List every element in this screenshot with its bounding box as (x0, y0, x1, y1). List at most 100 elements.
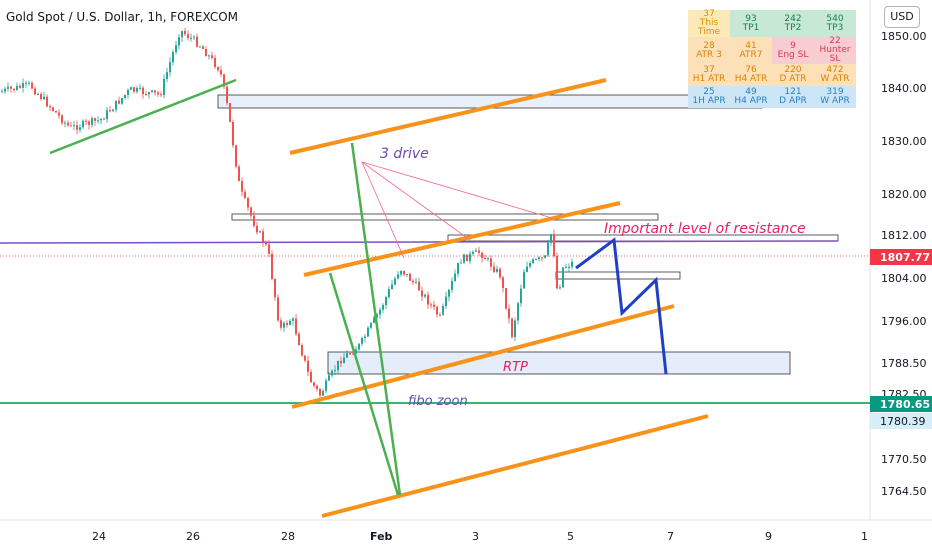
candle-body (133, 87, 135, 92)
candle-body (25, 82, 27, 84)
candle-body (175, 45, 177, 53)
candle-body (190, 37, 192, 39)
channel-mid-lower[interactable] (291, 304, 675, 409)
stats-cell: 22 Hunter SL (814, 37, 856, 64)
channel-upper[interactable] (289, 78, 607, 155)
candle-body (112, 109, 114, 112)
candle-body (373, 317, 375, 323)
x-tick: 7 (667, 530, 674, 543)
x-tick: 5 (567, 530, 574, 543)
candle-body (226, 86, 228, 104)
candle-body (352, 353, 354, 355)
candle-body (550, 234, 552, 243)
candle-body (361, 337, 363, 344)
candle-body (70, 125, 72, 127)
candle-body (253, 215, 255, 226)
candle-body (250, 207, 252, 216)
three-drive-lines[interactable] (361, 161, 553, 259)
candle-body (568, 266, 570, 268)
candle-body (67, 122, 69, 126)
candle-body (118, 100, 120, 104)
x-tick: Feb (370, 530, 393, 543)
candle-body (340, 360, 342, 364)
candle-body (451, 281, 453, 290)
candle-body (220, 70, 222, 75)
candle-body (4, 88, 6, 92)
candle-body (31, 82, 33, 89)
candle-body (91, 118, 93, 125)
candle-body (370, 322, 372, 328)
candle-body (457, 262, 459, 274)
y-tick: 1764.50 (881, 485, 927, 498)
candle-body (538, 257, 540, 260)
channel-mid-upper[interactable] (303, 201, 621, 277)
candle-body (184, 31, 186, 35)
candle-body (214, 57, 216, 68)
x-tick: 28 (281, 530, 295, 543)
candle-body (301, 345, 303, 356)
candle-body (193, 36, 195, 38)
channel-lower[interactable] (321, 414, 709, 518)
candle-body (256, 225, 258, 233)
candle-body (34, 88, 36, 95)
green-vertical-fib[interactable] (350, 142, 402, 496)
candle-body (151, 90, 153, 93)
chart-title: Gold Spot / U.S. Dollar, 1h, FOREXCOM (6, 10, 239, 24)
resistance-line[interactable] (0, 240, 839, 244)
candle-body (316, 385, 318, 389)
candle-body (436, 306, 438, 315)
candle-body (319, 388, 321, 396)
rtp-zone[interactable] (327, 351, 791, 375)
projection-path[interactable] (575, 237, 668, 375)
candle-body (88, 121, 90, 125)
green-vertical-left[interactable] (328, 272, 400, 496)
candle-body (382, 305, 384, 310)
candle-body (97, 120, 99, 122)
candle-body (526, 266, 528, 272)
candle-body (418, 281, 420, 291)
candle-body (247, 197, 249, 208)
stats-cell: 76 H4 ATR (730, 64, 772, 86)
candle-body (313, 382, 315, 386)
stats-cell: 242 TP2 (772, 10, 814, 37)
candle-body (406, 273, 408, 275)
candle-body (310, 371, 312, 383)
zone-1816[interactable] (231, 213, 659, 221)
candle-body (286, 322, 288, 325)
candle-body (427, 294, 429, 305)
green-trend-left[interactable] (49, 78, 237, 155)
candle-body (28, 82, 30, 84)
candle-body (64, 122, 66, 124)
candle-body (85, 120, 87, 122)
stats-cell: 41 ATR7 (730, 37, 772, 64)
candle-body (271, 253, 273, 279)
candle-body (268, 244, 270, 254)
three-drive-label: 3 drive (380, 146, 429, 162)
candle-body (331, 370, 333, 376)
currency-button[interactable]: USD (884, 6, 920, 28)
candle-body (325, 380, 327, 392)
channel-lines[interactable] (289, 78, 709, 518)
candle-body (223, 74, 225, 87)
candle-body (358, 343, 360, 350)
candle-body (259, 231, 261, 233)
candle-body (163, 78, 165, 95)
x-tick: 9 (765, 530, 772, 543)
candle-body (400, 270, 402, 275)
candle-body (145, 94, 147, 96)
candle-body (439, 314, 441, 316)
candle-body (1, 91, 3, 93)
candle-body (265, 242, 267, 245)
stats-row: 28 ATR 3 41 ATR7 9 Eng SL 22 Hunter SL (688, 37, 856, 64)
candle-body (100, 118, 102, 121)
second-price-tag (870, 413, 932, 429)
support-price-text: 1780.65 (880, 398, 930, 411)
candle-body (328, 375, 330, 381)
candle-body (13, 88, 15, 90)
candle-body (58, 112, 60, 116)
candle-body (73, 125, 75, 127)
candle-body (277, 297, 279, 321)
candle-body (532, 259, 534, 264)
candle-body (433, 304, 435, 307)
